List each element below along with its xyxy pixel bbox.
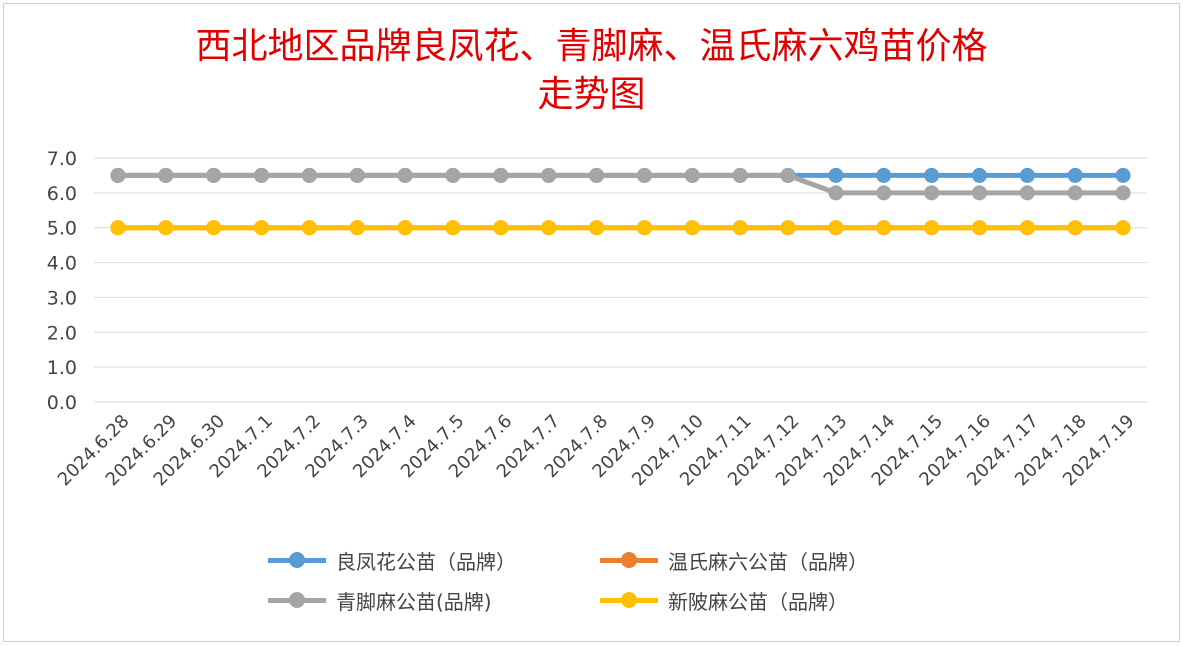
data-point (493, 167, 509, 183)
data-point (971, 220, 987, 236)
legend-label-1: 温氏麻六公苗（品牌） (668, 549, 868, 574)
y-tick-label: 6.0 (47, 183, 77, 205)
data-point (397, 167, 413, 183)
data-point (828, 185, 844, 201)
data-point (732, 220, 748, 236)
legend-swatch-2 (268, 580, 326, 620)
data-point (876, 220, 892, 236)
data-point (301, 220, 317, 236)
data-point (397, 220, 413, 236)
data-point (589, 220, 605, 236)
data-point (684, 220, 700, 236)
data-point (254, 220, 270, 236)
data-point (1067, 220, 1083, 236)
data-point (684, 167, 700, 183)
legend-dot-2 (289, 592, 305, 608)
data-point (828, 167, 844, 183)
data-point (589, 167, 605, 183)
data-point (971, 167, 987, 183)
y-tick-label: 2.0 (47, 322, 77, 344)
chart-title-line2: 走势图 (537, 74, 646, 115)
legend-label-3: 新陂麻公苗（品牌） (668, 589, 848, 614)
legend-label-0: 良凤花公苗（品牌） (336, 549, 516, 574)
data-point (349, 167, 365, 183)
data-point (1019, 220, 1035, 236)
data-point (349, 220, 365, 236)
legend-dot-0 (289, 552, 305, 568)
data-point (924, 220, 940, 236)
data-point (445, 167, 461, 183)
data-point (876, 185, 892, 201)
legend-swatch-0 (268, 540, 326, 580)
y-tick-label: 1.0 (47, 357, 77, 379)
data-point (924, 167, 940, 183)
chart-title: 西北地区品牌良凤花、青脚麻、温氏麻六鸡苗价格 (195, 26, 988, 67)
data-point (828, 220, 844, 236)
data-point (876, 167, 892, 183)
y-tick-label: 5.0 (47, 218, 77, 240)
legend-swatch-1 (600, 540, 658, 580)
data-point (780, 167, 796, 183)
y-tick-label: 4.0 (47, 253, 77, 275)
data-point (1019, 167, 1035, 183)
data-point (636, 220, 652, 236)
legend-dot-1 (621, 552, 637, 568)
data-point (780, 220, 796, 236)
data-point (158, 220, 174, 236)
legend-item-0: 良凤花公苗（品牌） (268, 540, 516, 580)
data-point (445, 220, 461, 236)
data-point (732, 167, 748, 183)
data-point (254, 167, 270, 183)
data-point (1067, 167, 1083, 183)
data-point (206, 220, 222, 236)
legend-item-2: 青脚麻公苗(品牌) (268, 580, 492, 620)
data-point (1115, 185, 1131, 201)
data-point (636, 167, 652, 183)
chart-legend: 良凤花公苗（品牌） 温氏麻六公苗（品牌） 青脚麻公苗(品牌) 新陂麻公苗（品牌） (0, 540, 1183, 630)
data-point (158, 167, 174, 183)
chart-frame (3, 3, 1180, 642)
data-point (1115, 167, 1131, 183)
data-point (493, 220, 509, 236)
data-point (1067, 185, 1083, 201)
data-point (1019, 185, 1035, 201)
y-tick-label: 7.0 (47, 148, 77, 170)
data-point (301, 167, 317, 183)
legend-swatch-3 (600, 580, 658, 620)
data-point (541, 220, 557, 236)
legend-label-2: 青脚麻公苗(品牌) (336, 589, 492, 614)
legend-item-3: 新陂麻公苗（品牌） (600, 580, 848, 620)
data-point (924, 185, 940, 201)
data-point (110, 220, 126, 236)
data-point (1115, 220, 1131, 236)
data-point (206, 167, 222, 183)
data-point (971, 185, 987, 201)
legend-dot-3 (621, 592, 637, 608)
series-line-2 (115, 172, 1126, 196)
y-tick-label: 3.0 (47, 287, 77, 309)
data-point (541, 167, 557, 183)
legend-item-1: 温氏麻六公苗（品牌） (600, 540, 868, 580)
data-point (110, 167, 126, 183)
y-tick-label: 0.0 (47, 392, 77, 414)
